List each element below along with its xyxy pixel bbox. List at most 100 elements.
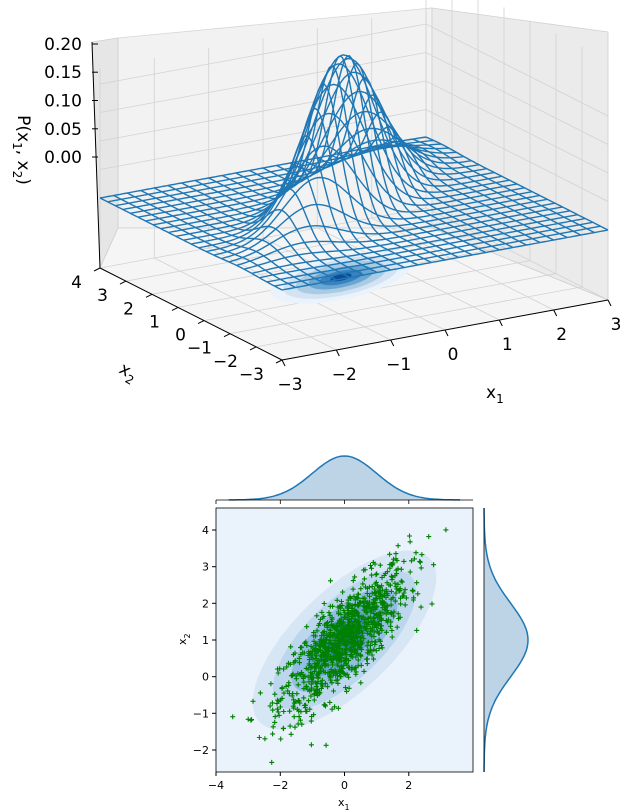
scatter-point — [361, 576, 367, 582]
scatter-point — [365, 619, 371, 625]
scatter-point — [366, 650, 372, 656]
z-axis-label: P(x1, x2) — [10, 115, 33, 185]
scatter-point — [334, 650, 340, 656]
scatter-point — [429, 601, 435, 607]
scatter-point — [379, 627, 385, 633]
scatter-point — [358, 652, 363, 658]
surface-wire — [140, 189, 324, 284]
tick-labels-3d: −3 −2 −1 0 1 2 3−3−2−1012340.000.050.100.150.2… — [44, 35, 621, 395]
marginal-x-fill — [228, 456, 461, 500]
scatter-point — [394, 586, 400, 592]
scatter-point — [360, 630, 365, 636]
scatter-point — [312, 641, 318, 647]
scatter-point — [275, 709, 281, 715]
surface-wire — [371, 143, 555, 241]
scatter-point — [280, 725, 286, 731]
scatter-point — [373, 572, 379, 578]
joint-y-tick-label: 0 — [202, 671, 209, 684]
scatter-point — [314, 613, 320, 619]
scatter-point — [415, 591, 421, 597]
scatter-point — [353, 618, 359, 624]
wall-gridline — [99, 109, 609, 202]
scatter-point — [350, 635, 355, 641]
x2-tick — [93, 267, 101, 272]
scatter-point — [379, 575, 385, 580]
x2-tick — [223, 333, 231, 338]
x1-tick — [498, 319, 503, 327]
scatter-point — [311, 712, 317, 718]
scatter-point — [335, 705, 341, 711]
surface-wire — [385, 143, 568, 239]
scatter-point — [393, 551, 399, 557]
scatter-point — [328, 653, 333, 659]
scatter-point — [341, 626, 347, 632]
scatter-point — [431, 562, 437, 568]
scatter-point — [335, 653, 341, 659]
scatter-point — [401, 558, 407, 564]
scatter-point — [230, 714, 236, 720]
scatter-point — [322, 680, 328, 686]
joint-y-tick-label: −1 — [193, 707, 209, 720]
scatter-point — [275, 697, 281, 703]
scatter-point — [285, 688, 291, 694]
scatter-point — [337, 623, 343, 629]
scatter-point — [358, 586, 364, 592]
surface-wire — [425, 136, 609, 231]
scatter-point — [316, 689, 322, 695]
z-tick-label: 0.00 — [44, 148, 82, 168]
scatter-point — [305, 666, 311, 672]
surface-wire — [398, 140, 582, 236]
x1-tick-label: 2 — [556, 325, 567, 345]
scatter-point — [327, 675, 333, 681]
scatter-point — [391, 613, 397, 619]
surface-wireframe — [99, 54, 609, 291]
scatter-point — [371, 634, 377, 640]
scatter-point — [314, 693, 320, 698]
scatter-point — [288, 644, 294, 650]
scatter-point — [328, 630, 334, 636]
scatter-point — [418, 565, 424, 571]
scatter-point — [311, 638, 317, 644]
scatter-point — [378, 610, 384, 616]
scatter-point — [331, 688, 336, 694]
scatter-point — [364, 643, 370, 649]
scatter-point — [353, 630, 359, 636]
scatter-point — [393, 584, 399, 590]
scatter-point — [385, 617, 391, 623]
scatter-point — [312, 648, 318, 654]
scatter-point — [315, 649, 321, 655]
x2-axis-label: x2 — [114, 359, 141, 388]
scatter-point — [382, 571, 388, 576]
scatter-point — [357, 600, 363, 605]
scatter-point — [341, 607, 347, 613]
x1-axis-label: x1 — [486, 383, 504, 406]
scatter-point — [337, 640, 343, 646]
scatter-point — [327, 603, 333, 609]
scatter-point — [352, 602, 358, 608]
scatter-point — [305, 653, 311, 658]
scatter-point — [319, 677, 325, 683]
scatter-point — [317, 639, 323, 645]
x1-tick — [335, 349, 340, 357]
scatter-point — [377, 562, 383, 568]
x2-tick-label: −3 — [239, 365, 264, 385]
scatter-point — [378, 591, 384, 597]
surface-wire — [99, 197, 283, 291]
scatter-point — [275, 670, 281, 676]
scatter-point — [262, 736, 268, 742]
scatter-points — [230, 527, 449, 765]
scatter-point — [327, 699, 333, 705]
scatter-point — [376, 584, 382, 590]
x1-tick-label: −2 — [332, 365, 357, 385]
scatter-point — [371, 604, 377, 610]
scatter-point — [276, 712, 282, 718]
surface-wire — [249, 65, 432, 264]
scatter-point — [392, 580, 398, 586]
scatter-point — [342, 672, 348, 678]
scatter-point — [316, 622, 322, 628]
scatter-point — [417, 559, 423, 565]
scatter-point — [330, 634, 336, 640]
scatter-point — [307, 657, 312, 663]
scatter-point — [345, 611, 351, 617]
scatter-point — [322, 622, 328, 628]
